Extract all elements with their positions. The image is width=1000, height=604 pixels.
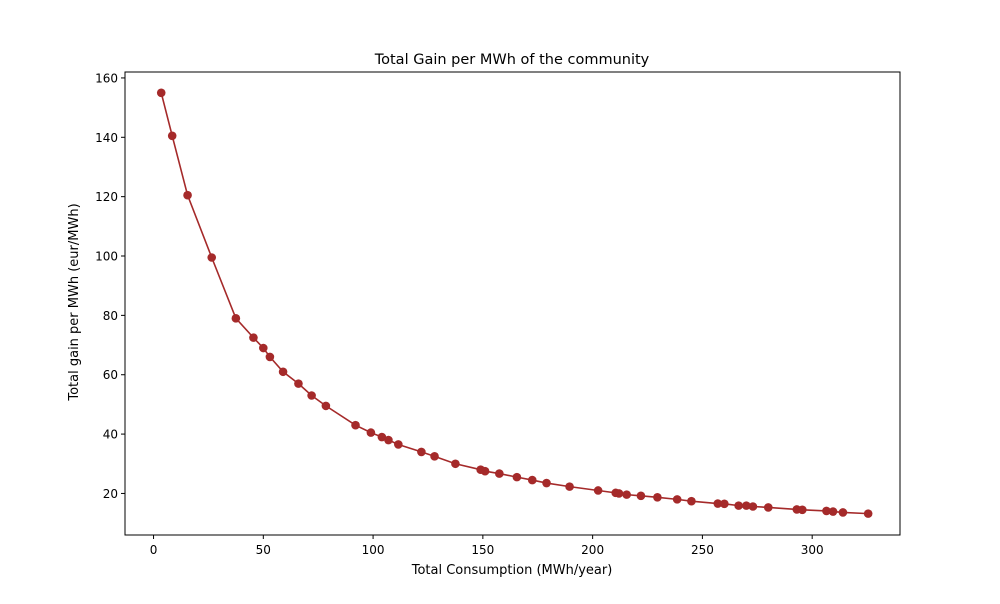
data-point — [451, 459, 460, 469]
data-point — [527, 475, 537, 485]
data-point — [713, 499, 723, 508]
data-point — [798, 505, 807, 515]
data-point — [734, 501, 743, 510]
chart-title: Total Gain per MWh of the community — [374, 52, 650, 68]
data-point — [394, 440, 403, 449]
series-line — [160, 92, 869, 515]
data-point — [366, 428, 376, 437]
data-point — [321, 401, 331, 411]
data-point — [351, 420, 360, 430]
y-tick-label: 140 — [95, 131, 118, 145]
data-point — [249, 333, 258, 342]
data-point — [838, 508, 848, 517]
data-point — [307, 391, 316, 400]
data-point — [377, 432, 387, 442]
x-tick-label: 250 — [691, 543, 714, 557]
data-point — [278, 367, 288, 377]
data-point — [430, 452, 439, 461]
data-point — [495, 469, 504, 478]
x-tick-label: 200 — [581, 543, 604, 557]
y-tick-label: 120 — [95, 190, 118, 204]
data-point — [763, 503, 773, 512]
data-point — [231, 314, 241, 323]
y-tick-label: 160 — [95, 71, 118, 85]
x-tick-label: 300 — [801, 543, 824, 557]
data-point — [167, 131, 177, 141]
y-axis-ticks: 20 40 60 80 100 120 140 160 — [95, 71, 125, 501]
data-point — [294, 379, 303, 388]
data-point — [207, 253, 217, 262]
data-point — [614, 489, 624, 498]
x-tick-label: 0 — [150, 543, 158, 557]
y-tick-label: 40 — [103, 428, 118, 442]
x-tick-label: 50 — [256, 543, 271, 557]
data-point — [593, 486, 603, 495]
data-point — [653, 493, 662, 502]
data-point — [828, 507, 838, 516]
data-point — [417, 447, 426, 457]
y-axis-label: Total gain per MWh (eur/MWh) — [67, 203, 82, 401]
plot-area — [156, 88, 873, 518]
y-tick-label: 80 — [103, 309, 118, 323]
x-axis-ticks: 0 50 100 150 200 250 300 — [150, 535, 824, 557]
data-point — [748, 502, 758, 511]
y-tick-label: 100 — [95, 250, 118, 264]
data-point — [259, 343, 268, 353]
data-point — [687, 496, 696, 506]
data-point — [720, 499, 729, 509]
y-tick-label: 60 — [103, 368, 118, 382]
data-point — [636, 491, 646, 501]
data-point — [480, 466, 490, 476]
x-tick-label: 150 — [471, 543, 494, 557]
data-point — [822, 506, 831, 516]
data-point — [542, 478, 551, 488]
y-tick-label: 20 — [103, 487, 118, 501]
data-point — [742, 501, 751, 510]
data-point — [863, 509, 873, 518]
x-axis-label: Total Consumption (MWh/year) — [411, 563, 613, 578]
data-point — [622, 490, 631, 499]
x-tick-label: 100 — [362, 543, 385, 557]
data-point — [672, 495, 682, 504]
data-point — [512, 472, 522, 482]
data-point — [183, 190, 192, 200]
data-point — [565, 482, 574, 491]
data-point — [265, 352, 275, 362]
data-point — [156, 88, 166, 98]
axes-frame — [124, 71, 901, 536]
data-point — [384, 435, 393, 445]
